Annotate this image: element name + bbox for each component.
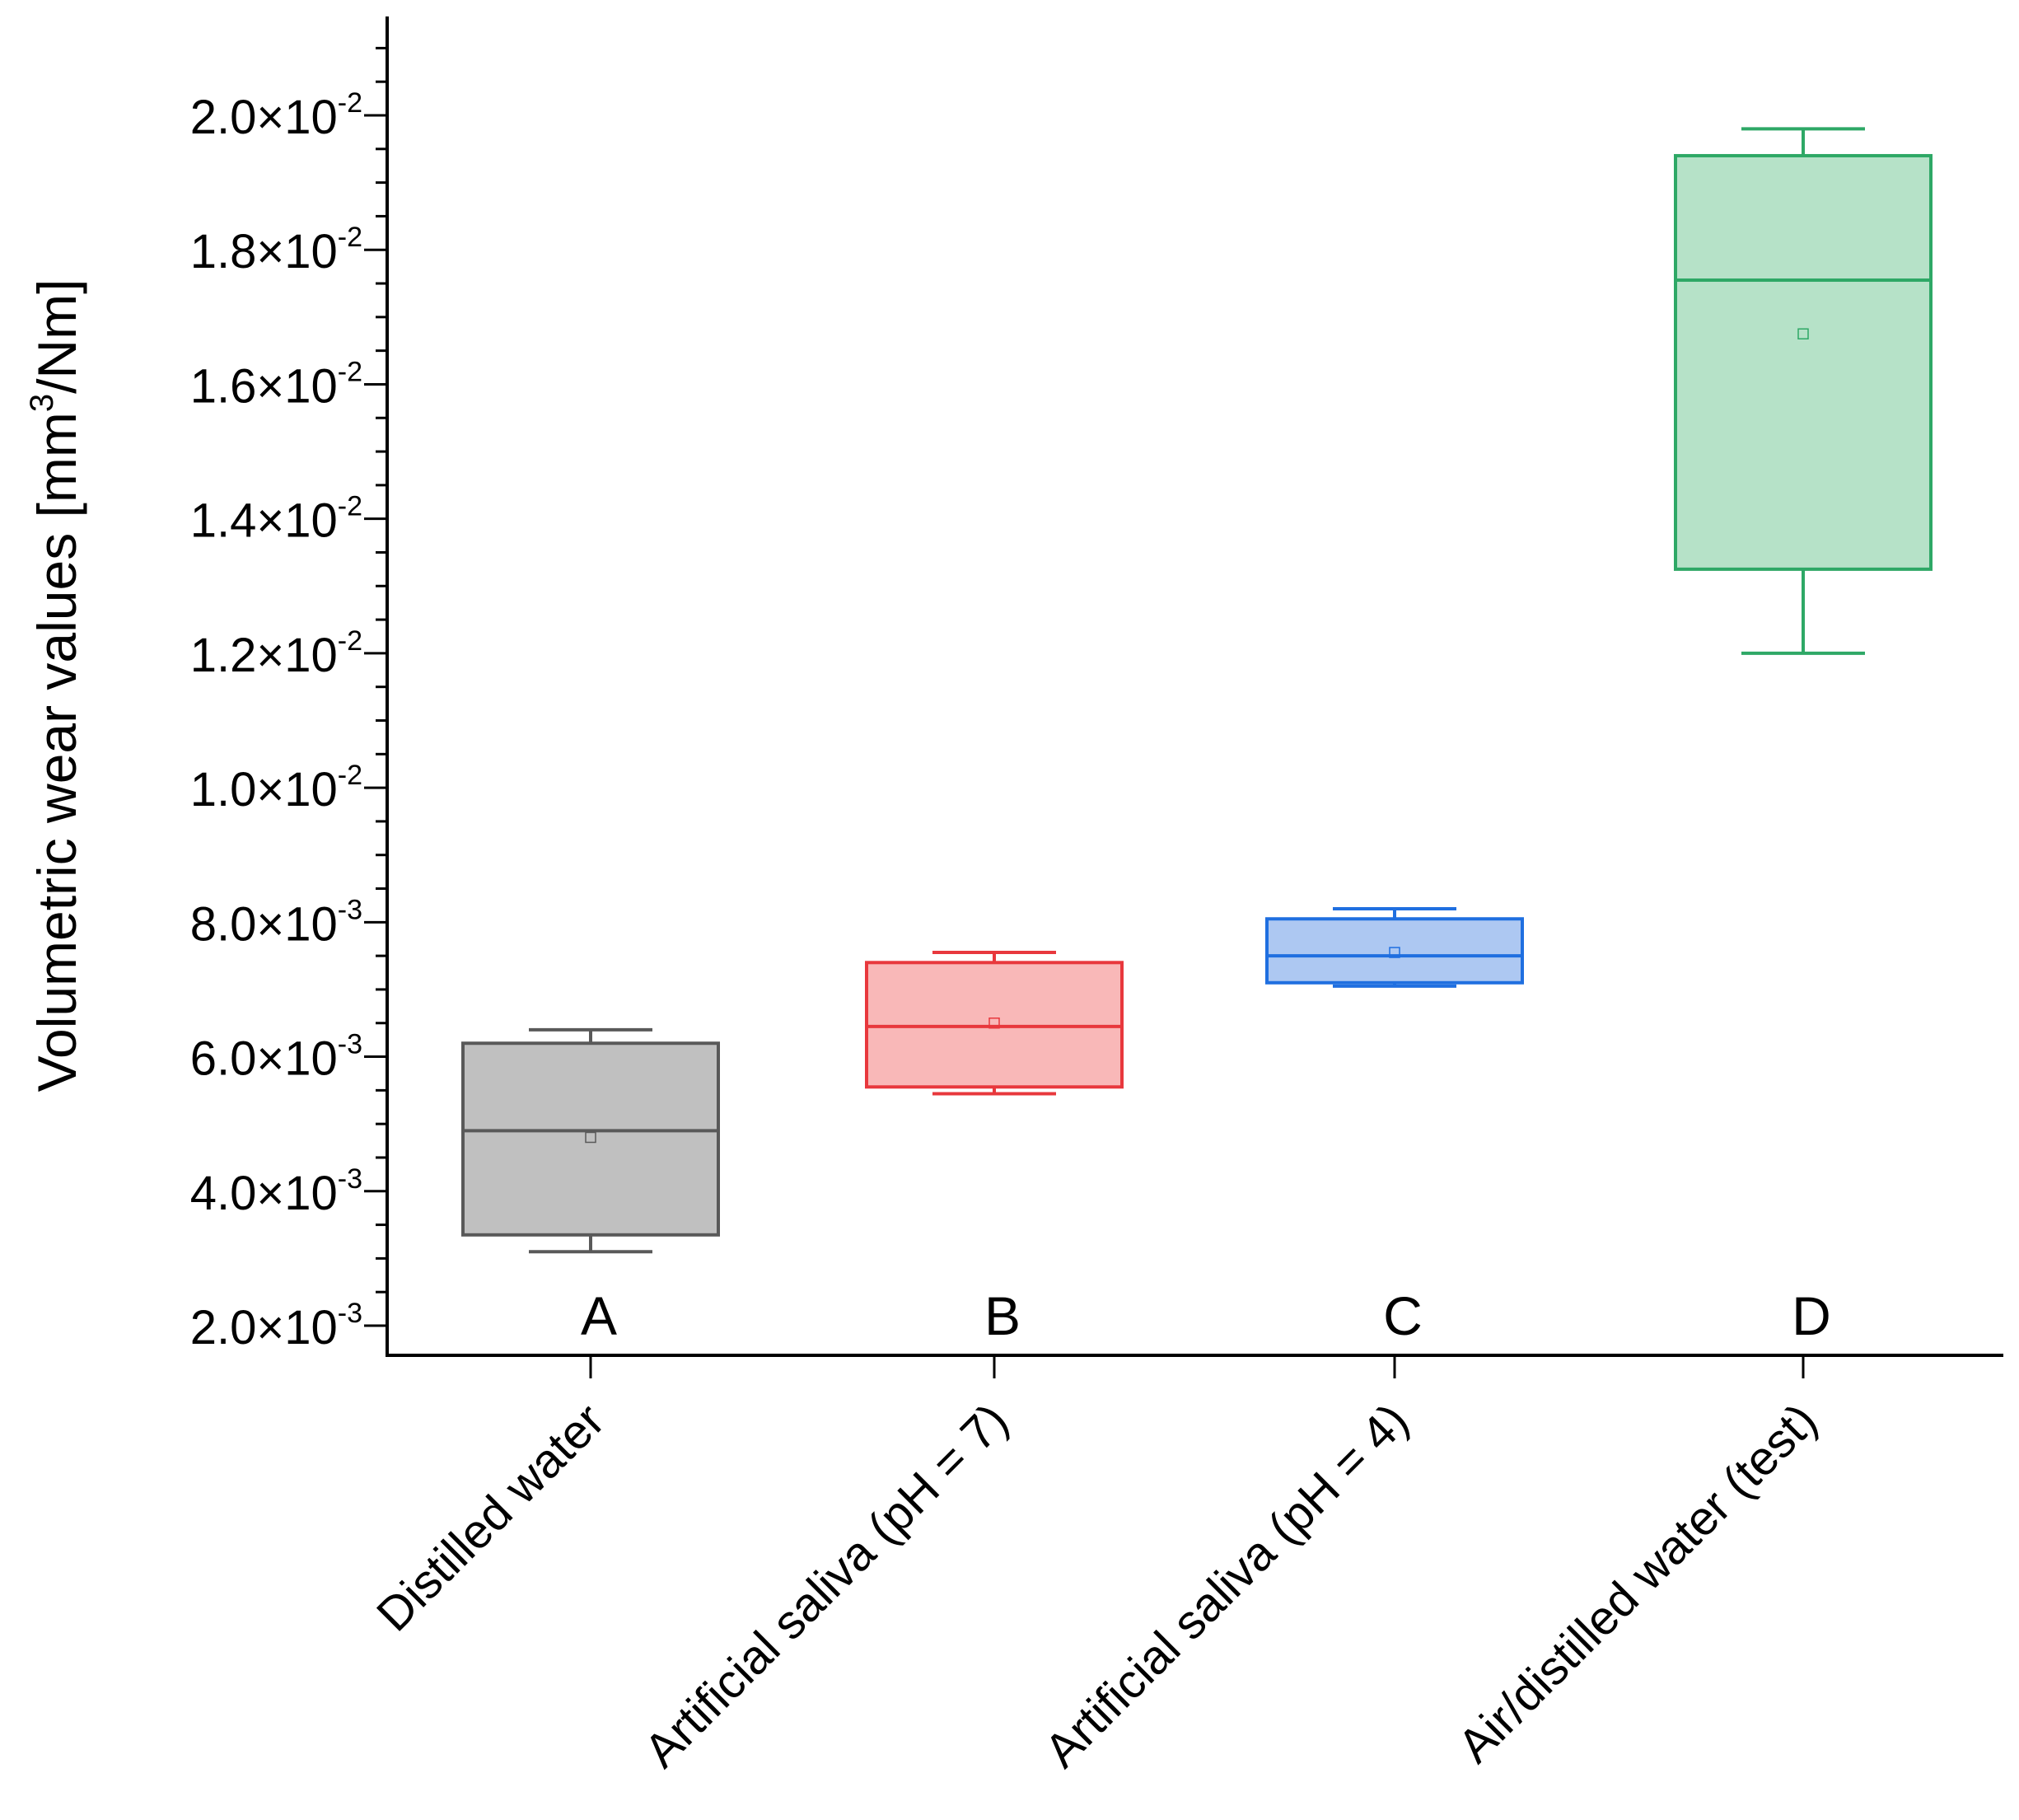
box-mean-marker [1389, 947, 1400, 958]
y-tick-label: 1.2×10-2 [190, 625, 362, 682]
y-tick-exponent: -2 [338, 356, 362, 387]
box-mean-marker [988, 1018, 1000, 1029]
labels-layer: 2.0×10-34.0×10-36.0×10-38.0×10-31.0×10-2… [24, 87, 1831, 1778]
y-tick-mantissa: 8.0×10 [190, 897, 338, 951]
y-tick-mantissa: 2.0×10 [190, 91, 338, 144]
axes-layer [364, 16, 2003, 1378]
y-tick-mantissa: 1.0×10 [190, 763, 338, 816]
y-tick-mantissa: 1.6×10 [190, 359, 338, 413]
x-category-label: Artificial saliva (pH = 7) [634, 1393, 1018, 1777]
x-category-label: Artificial saliva (pH = 4) [1035, 1393, 1418, 1777]
y-axis-title-superscript: 3 [24, 394, 60, 412]
box-group-1 [461, 1027, 720, 1254]
y-axis-title-suffix: /Nm] [26, 279, 87, 394]
box-group-3 [1265, 907, 1524, 988]
x-category-label: Air/distilled water (test) [1447, 1393, 1827, 1773]
box-group-2 [865, 951, 1124, 1096]
y-axis-title-prefix: Volumetric wear values [mm [26, 412, 87, 1092]
box-mean-marker [1797, 328, 1809, 339]
y-tick-exponent: -3 [338, 1163, 362, 1195]
group-letter: A [581, 1285, 617, 1346]
box-iqr [865, 961, 1124, 1089]
y-tick-exponent: -2 [338, 222, 362, 253]
y-tick-exponent: -2 [338, 625, 362, 657]
x-category-label: Distilled water [367, 1393, 615, 1641]
y-tick-mantissa: 1.4×10 [190, 494, 338, 548]
boxes-layer [461, 127, 1933, 1254]
y-tick-exponent: -2 [338, 491, 362, 522]
y-tick-mantissa: 2.0×10 [190, 1301, 338, 1354]
y-tick-label: 6.0×10-3 [190, 1029, 362, 1086]
y-tick-exponent: -3 [338, 894, 362, 925]
y-axis-title: Volumetric wear values [mm3/Nm] [24, 279, 87, 1092]
box-iqr [461, 1041, 720, 1237]
box-mean-marker [585, 1131, 596, 1144]
y-tick-exponent: -2 [338, 87, 362, 119]
y-tick-exponent: -2 [338, 760, 362, 791]
y-tick-exponent: -3 [338, 1029, 362, 1060]
y-tick-exponent: -3 [338, 1298, 362, 1329]
group-letter: C [1383, 1285, 1423, 1346]
y-tick-label: 2.0×10-3 [190, 1298, 362, 1354]
y-tick-label: 1.4×10-2 [190, 491, 362, 548]
y-tick-label: 8.0×10-3 [190, 894, 362, 951]
box-group-4 [1674, 127, 1933, 655]
y-tick-label: 1.0×10-2 [190, 760, 362, 816]
y-tick-mantissa: 1.8×10 [190, 225, 338, 278]
group-letter: B [984, 1285, 1021, 1346]
y-tick-label: 1.6×10-2 [190, 356, 362, 413]
group-letter: D [1792, 1285, 1831, 1346]
box-iqr [1265, 917, 1524, 985]
y-tick-label: 1.8×10-2 [190, 222, 362, 278]
box-iqr [1674, 153, 1933, 571]
y-tick-label: 4.0×10-3 [190, 1163, 362, 1220]
y-tick-label: 2.0×10-2 [190, 87, 362, 144]
y-tick-mantissa: 4.0×10 [190, 1167, 338, 1220]
y-tick-mantissa: 1.2×10 [190, 629, 338, 682]
y-tick-mantissa: 6.0×10 [190, 1032, 338, 1086]
